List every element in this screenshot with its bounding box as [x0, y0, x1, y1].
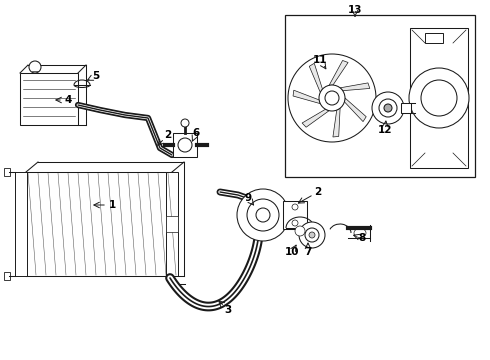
Circle shape	[325, 91, 339, 105]
Text: 5: 5	[93, 71, 99, 81]
Circle shape	[247, 199, 279, 231]
Bar	[410, 28, 468, 168]
Text: 2: 2	[315, 187, 321, 197]
Bar	[166, 216, 178, 232]
Text: 2: 2	[164, 130, 171, 140]
Circle shape	[295, 226, 305, 236]
Polygon shape	[302, 109, 329, 127]
Text: 7: 7	[304, 247, 312, 257]
Circle shape	[309, 232, 315, 238]
Circle shape	[299, 222, 325, 248]
Circle shape	[178, 138, 192, 152]
Text: 4: 4	[64, 95, 72, 105]
Polygon shape	[344, 98, 366, 122]
Circle shape	[29, 61, 41, 73]
Bar	[20, 73, 78, 125]
Bar	[4, 272, 10, 280]
Circle shape	[292, 220, 298, 226]
Circle shape	[421, 80, 457, 116]
Bar	[15, 172, 27, 276]
Bar	[425, 33, 443, 43]
Text: 9: 9	[245, 193, 251, 203]
Circle shape	[181, 119, 189, 127]
Polygon shape	[309, 63, 322, 93]
Bar	[283, 201, 307, 229]
Polygon shape	[340, 83, 370, 91]
Bar	[285, 15, 475, 177]
Text: 6: 6	[193, 128, 199, 138]
Circle shape	[384, 104, 392, 112]
Polygon shape	[333, 108, 340, 137]
Circle shape	[288, 54, 376, 142]
Text: 8: 8	[358, 233, 366, 243]
Polygon shape	[293, 90, 320, 104]
Circle shape	[379, 99, 397, 117]
Circle shape	[319, 85, 345, 111]
Text: 13: 13	[348, 5, 362, 15]
Circle shape	[256, 208, 270, 222]
Bar	[173, 133, 197, 157]
Bar	[166, 172, 178, 276]
Circle shape	[292, 204, 298, 210]
Text: 10: 10	[285, 247, 299, 257]
Text: 1: 1	[108, 200, 116, 210]
Circle shape	[237, 189, 289, 241]
Text: 11: 11	[313, 55, 327, 65]
Circle shape	[305, 228, 319, 242]
Bar	[4, 168, 10, 176]
Circle shape	[372, 92, 404, 124]
Text: 12: 12	[378, 125, 392, 135]
Polygon shape	[329, 60, 348, 85]
Circle shape	[409, 68, 469, 128]
Bar	[401, 103, 411, 113]
Text: 3: 3	[224, 305, 232, 315]
